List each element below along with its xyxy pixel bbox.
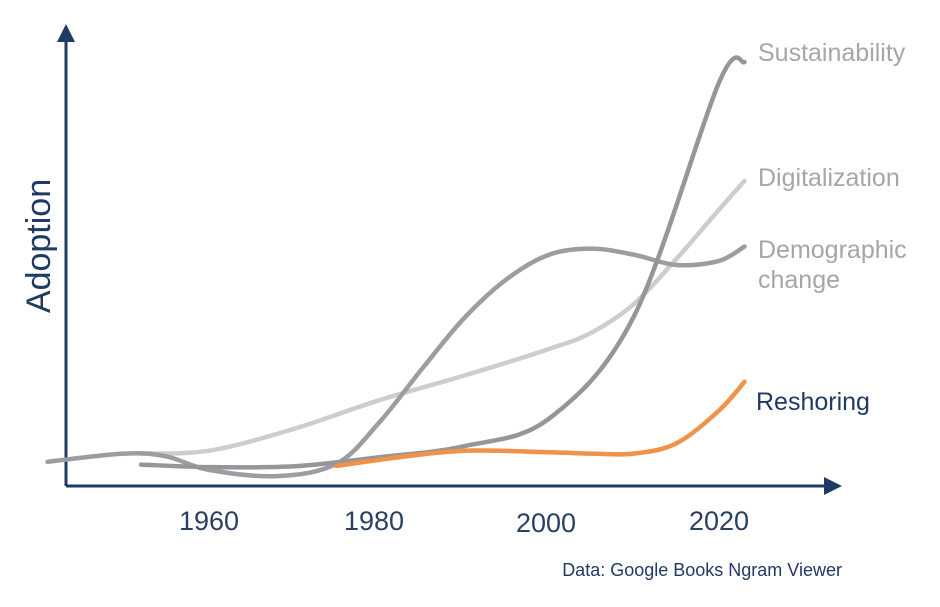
series-layer (45, 55, 747, 479)
x-tick-label-1980: 1980 (344, 506, 404, 536)
y-axis-label: Adoption (20, 179, 58, 313)
series-label-reshoring: Reshoring (756, 388, 870, 416)
series-line-reshoring (334, 379, 747, 469)
series-label-demographic-change-line2: change (758, 266, 840, 294)
data-source-note: Data: Google Books Ngram Viewer (562, 560, 842, 580)
series-line-sustainability (138, 55, 747, 470)
series-label-digitalization: Digitalization (758, 164, 900, 192)
x-tick-label-2020: 2020 (689, 506, 749, 536)
series-line-demographic-change (45, 244, 747, 479)
x-tick-label-2000: 2000 (516, 508, 576, 538)
axes (57, 24, 842, 495)
series-line-digitalization (138, 178, 747, 456)
series-label-sustainability: Sustainability (758, 39, 906, 67)
x-tick-labels: 1960 1980 2000 2020 (179, 506, 749, 538)
y-axis-arrow-icon (57, 24, 75, 42)
series-label-demographic-change-line1: Demographic (758, 236, 907, 264)
x-tick-label-1960: 1960 (179, 506, 239, 536)
x-axis-arrow-icon (824, 477, 842, 495)
series-labels: Sustainability Digitalization Demographi… (756, 39, 907, 416)
